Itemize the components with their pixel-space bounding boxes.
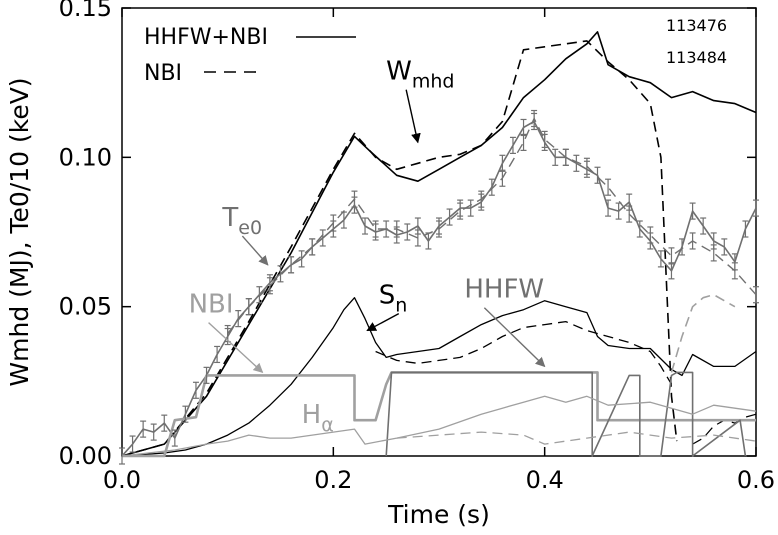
y-tick-label: 0.00: [59, 442, 112, 470]
series-line-h_alpha_nbi: [396, 431, 757, 445]
annotation-arrow: [241, 235, 269, 266]
x-tick-label: 0.0: [103, 466, 141, 494]
annotation-wmhd: Wmhd: [386, 57, 454, 93]
x-tick-label: 0.4: [526, 466, 564, 494]
legend-label-hhfw-nbi: HHFW+NBI: [144, 25, 268, 50]
x-axis-label: Time (s): [387, 500, 490, 529]
legend-label-nbi: NBI: [144, 61, 182, 86]
y-tick-label: 0.15: [59, 0, 112, 22]
series-line-wmhd_hhfw: [121, 31, 757, 457]
plot-frame: [121, 7, 757, 457]
axis-ticks: 0.0 0.2 0.4 0.6 0.00 0.05 0.10 0.15: [59, 0, 776, 494]
y-tick-label: 0.05: [59, 293, 112, 321]
x-tick-label: 0.2: [314, 466, 352, 494]
legend-shot-number-1: 113476: [666, 16, 727, 35]
y-axis-label: Wmhd (MJ), Te0/10 (keV): [5, 77, 34, 386]
series-line-h_alpha_hhfw: [121, 395, 757, 457]
annotations-group: Wmhd Te0 Sn NBI HHFW Hα: [189, 57, 546, 436]
annotation-sn: Sn: [379, 281, 408, 317]
series-group: [119, 31, 759, 465]
legend: HHFW+NBI NBI 113476 113484: [144, 16, 727, 86]
annotation-hhfw: HHFW: [464, 275, 544, 305]
annotation-arrow: [366, 313, 400, 332]
series-line-sn_nbi: [375, 320, 673, 385]
annotation-nbi: NBI: [189, 290, 234, 320]
legend-shot-number-2: 113484: [666, 48, 727, 67]
annotation-arrow: [208, 322, 264, 374]
series-line-nbi_late_dashed: [670, 293, 736, 373]
series-line-hhfw_power: [385, 371, 747, 457]
series-line-sn_hhfw: [121, 297, 757, 457]
series-line-nbi_power: [122, 371, 756, 458]
x-tick-label: 0.6: [737, 466, 775, 494]
annotation-arrow: [483, 307, 546, 368]
annotation-te0: Te0: [221, 203, 262, 239]
y-tick-label: 0.10: [59, 143, 112, 171]
annotation-hα: Hα: [302, 400, 334, 436]
annotation-arrow: [405, 89, 421, 144]
series-line-wmhd_nbi: [121, 40, 678, 457]
